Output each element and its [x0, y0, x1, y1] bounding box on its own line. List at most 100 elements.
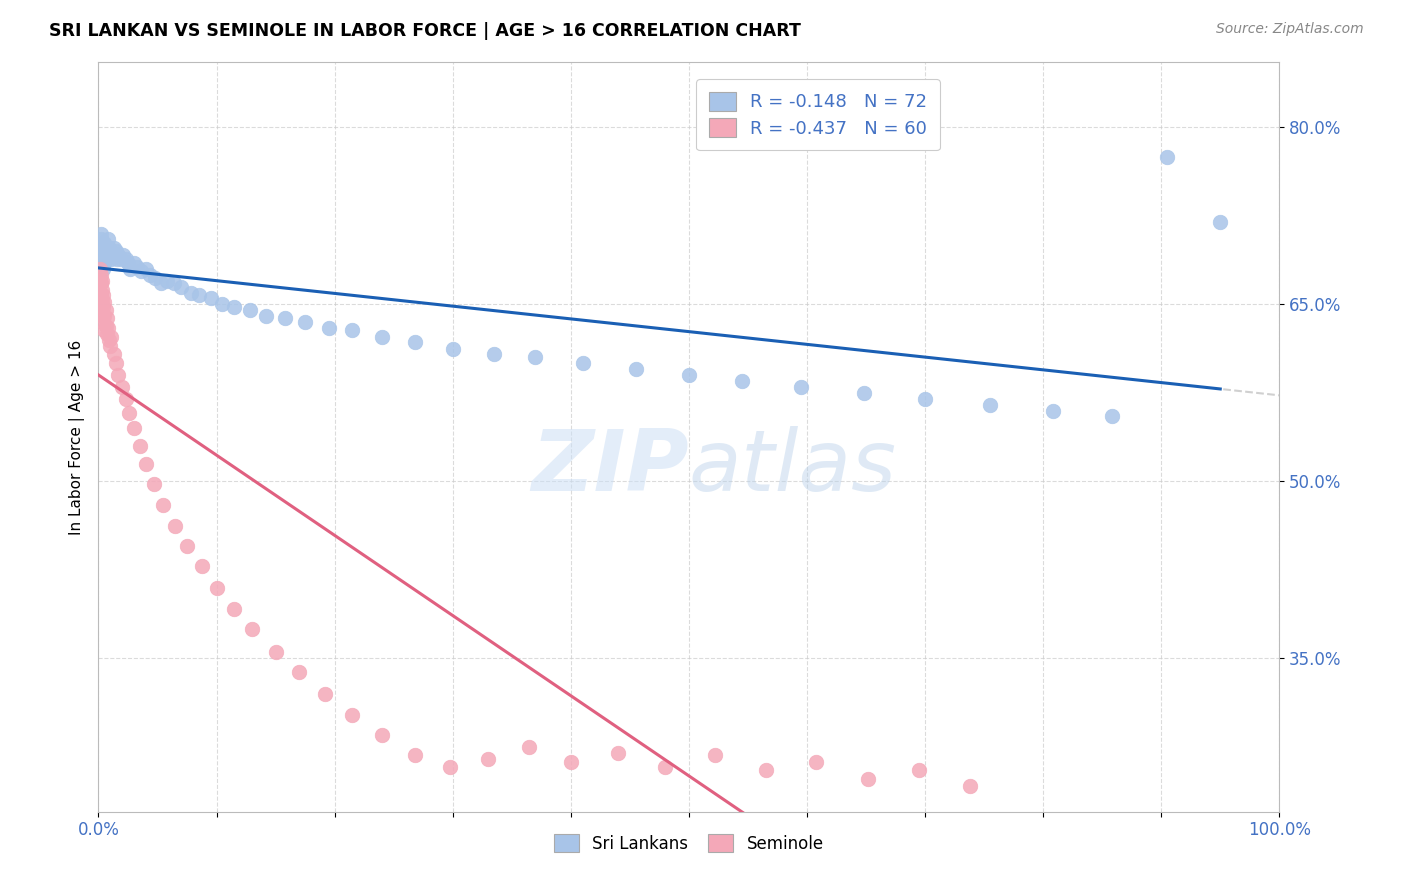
- Point: [852, 385, 875, 400]
- Point: [908, 764, 931, 778]
- Point: [858, 772, 880, 786]
- Point: [91, 300, 114, 314]
- Point: [163, 276, 186, 290]
- Point: [1156, 150, 1178, 164]
- Point: [607, 746, 630, 760]
- Point: [560, 755, 582, 769]
- Point: [107, 248, 129, 262]
- Point: [120, 261, 142, 276]
- Point: [118, 406, 141, 420]
- Point: [91, 274, 114, 288]
- Point: [211, 297, 233, 311]
- Point: [94, 303, 117, 318]
- Point: [1101, 409, 1123, 424]
- Point: [90, 268, 112, 282]
- Point: [571, 356, 593, 370]
- Point: [96, 311, 118, 326]
- Point: [91, 261, 114, 276]
- Point: [100, 330, 122, 344]
- Legend: Sri Lankans, Seminole: Sri Lankans, Seminole: [547, 828, 831, 860]
- Point: [129, 264, 152, 278]
- Point: [91, 315, 114, 329]
- Point: [187, 288, 209, 302]
- Point: [191, 559, 214, 574]
- Point: [127, 260, 149, 274]
- Point: [318, 321, 340, 335]
- Point: [342, 323, 364, 337]
- Point: [150, 276, 173, 290]
- Point: [112, 248, 135, 262]
- Point: [1209, 215, 1232, 229]
- Point: [100, 252, 122, 267]
- Point: [128, 439, 150, 453]
- Point: [90, 227, 112, 241]
- Point: [89, 238, 111, 252]
- Text: ZIP: ZIP: [531, 425, 689, 508]
- Point: [107, 368, 129, 383]
- Point: [105, 356, 128, 370]
- Point: [731, 374, 754, 388]
- Point: [404, 748, 426, 763]
- Point: [91, 241, 114, 255]
- Point: [240, 622, 263, 636]
- Point: [103, 241, 125, 255]
- Point: [90, 300, 112, 314]
- Point: [93, 323, 115, 337]
- Point: [139, 268, 162, 282]
- Point: [703, 748, 725, 763]
- Point: [165, 519, 187, 533]
- Text: atlas: atlas: [689, 425, 897, 508]
- Point: [90, 276, 112, 290]
- Point: [170, 279, 193, 293]
- Point: [94, 250, 117, 264]
- Point: [264, 645, 287, 659]
- Point: [482, 347, 505, 361]
- Point: [93, 256, 115, 270]
- Point: [97, 248, 120, 262]
- Point: [654, 760, 676, 774]
- Point: [959, 779, 981, 793]
- Point: [97, 321, 120, 335]
- Text: Source: ZipAtlas.com: Source: ZipAtlas.com: [1216, 22, 1364, 37]
- Point: [91, 252, 114, 267]
- Point: [114, 252, 136, 267]
- Point: [114, 392, 136, 406]
- Point: [105, 244, 128, 259]
- Point: [98, 333, 121, 347]
- Point: [105, 252, 128, 267]
- Point: [91, 295, 114, 310]
- Point: [117, 256, 139, 270]
- Point: [90, 244, 112, 259]
- Point: [224, 300, 246, 314]
- Point: [519, 739, 541, 754]
- Point: [98, 338, 121, 352]
- Point: [371, 728, 394, 742]
- Text: SRI LANKAN VS SEMINOLE IN LABOR FORCE | AGE > 16 CORRELATION CHART: SRI LANKAN VS SEMINOLE IN LABOR FORCE | …: [49, 22, 801, 40]
- Point: [239, 303, 262, 318]
- Point: [93, 244, 115, 259]
- Point: [790, 380, 813, 394]
- Point: [122, 421, 145, 435]
- Point: [180, 285, 202, 300]
- Point: [678, 368, 700, 383]
- Point: [89, 250, 111, 264]
- Point: [439, 760, 461, 774]
- Point: [156, 274, 179, 288]
- Point: [274, 311, 297, 326]
- Point: [91, 238, 114, 252]
- Point: [254, 309, 277, 323]
- Point: [441, 342, 464, 356]
- Point: [288, 665, 311, 680]
- Point: [143, 271, 166, 285]
- Point: [152, 498, 174, 512]
- Point: [224, 601, 246, 615]
- Point: [122, 256, 145, 270]
- Point: [98, 241, 121, 255]
- Point: [90, 288, 112, 302]
- Y-axis label: In Labor Force | Age > 16: In Labor Force | Age > 16: [69, 340, 84, 534]
- Point: [477, 751, 499, 765]
- Point: [110, 252, 132, 267]
- Point: [89, 274, 111, 288]
- Point: [294, 315, 316, 329]
- Point: [142, 476, 165, 491]
